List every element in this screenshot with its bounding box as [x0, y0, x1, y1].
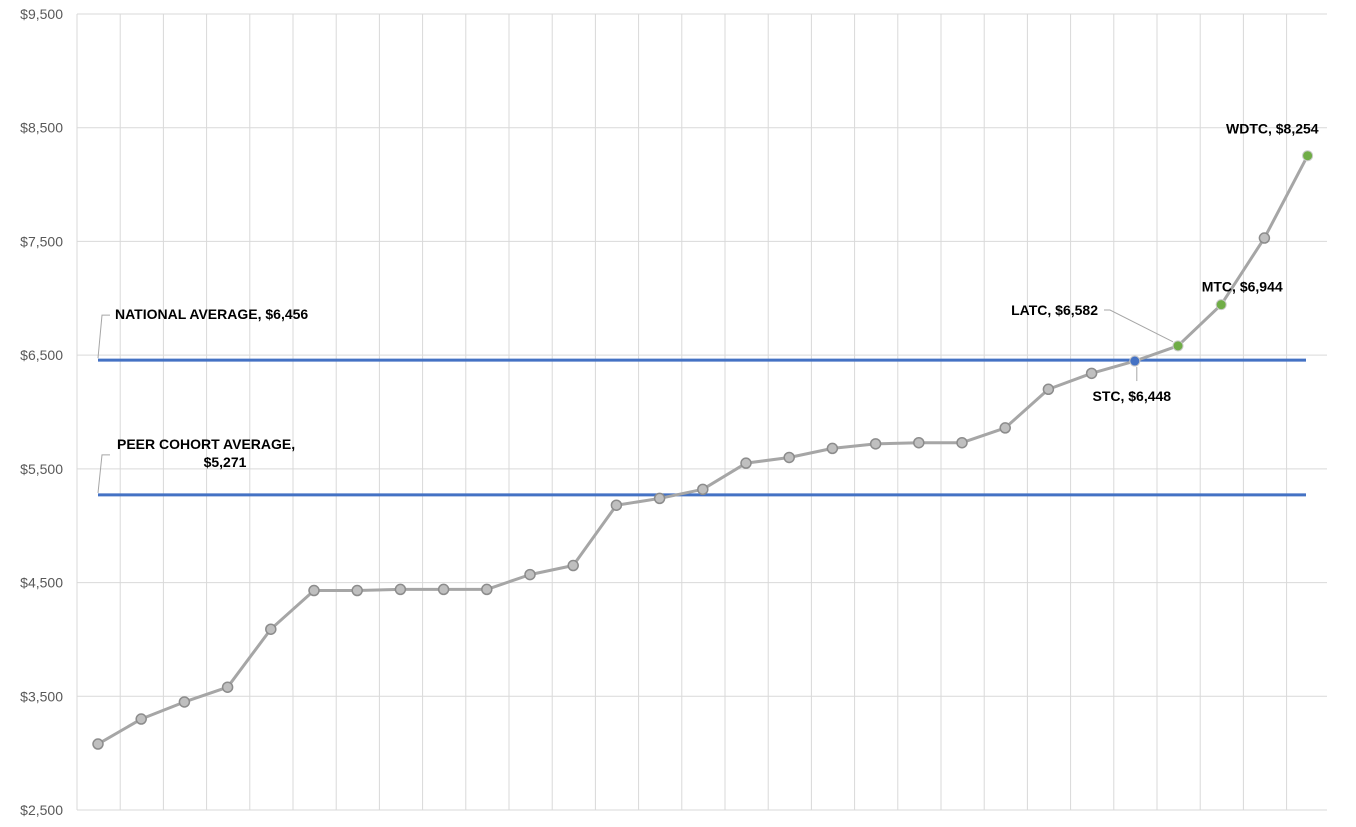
- data-point: [610, 499, 623, 511]
- highlight-point: [1172, 340, 1184, 352]
- data-point: [1258, 232, 1271, 244]
- data-point: [1085, 367, 1098, 380]
- data-point: [481, 583, 493, 596]
- y-tick-label: $8,500: [20, 120, 63, 136]
- data-point: [869, 438, 882, 450]
- y-axis-tick-labels: $2,500 $3,500 $4,500 $5,500 $6,500 $7,500 $8,5…: [20, 6, 63, 818]
- data-point: [999, 422, 1011, 434]
- peer-cohort-average-leader: [97, 454, 110, 493]
- peer-cohort-average-label-line2: $5,271: [204, 454, 247, 470]
- national-average-leader: [97, 314, 110, 359]
- data-point: [956, 436, 968, 449]
- reference-lines: [98, 358, 1306, 497]
- highlight-point: [1215, 299, 1227, 311]
- y-tick-label: $7,500: [20, 233, 63, 249]
- data-point: [394, 583, 407, 596]
- wdtc-data-label: WDTC, $8,254: [1226, 121, 1319, 137]
- data-point: [524, 568, 536, 581]
- data-point: [351, 584, 363, 597]
- cost-series: [92, 150, 1314, 750]
- data-point: [653, 492, 666, 505]
- data-point: [1042, 383, 1055, 396]
- data-point: [783, 451, 795, 464]
- data-point: [567, 559, 579, 572]
- stc-data-label: STC, $6,448: [1092, 388, 1171, 404]
- data-point: [92, 738, 104, 750]
- highlight-point: [1129, 355, 1141, 367]
- data-point: [437, 583, 450, 596]
- data-point: [913, 436, 925, 449]
- peer-cohort-average-label-line1: PEER COHORT AVERAGE,: [117, 436, 295, 452]
- national-average-label: NATIONAL AVERAGE, $6,456: [115, 306, 308, 322]
- data-point: [135, 713, 147, 725]
- y-tick-label: $4,500: [20, 575, 63, 591]
- data-point: [826, 442, 839, 455]
- data-point: [697, 483, 709, 496]
- data-point: [308, 584, 320, 597]
- y-tick-label: $3,500: [20, 688, 63, 704]
- data-point: [221, 681, 234, 693]
- data-point: [265, 623, 277, 635]
- mtc-data-label: MTC, $6,944: [1202, 279, 1283, 295]
- y-tick-label: $9,500: [20, 6, 63, 22]
- highlight-point: [1302, 150, 1314, 162]
- data-point: [740, 457, 752, 469]
- y-tick-label: $6,500: [20, 347, 63, 363]
- y-tick-label: $2,500: [20, 802, 63, 818]
- latc-data-label: LATC, $6,582: [1011, 302, 1098, 318]
- data-point: [178, 696, 191, 708]
- latc-leader-line: [1104, 309, 1174, 343]
- gridlines: [76, 13, 1327, 811]
- y-tick-label: $5,500: [20, 461, 63, 477]
